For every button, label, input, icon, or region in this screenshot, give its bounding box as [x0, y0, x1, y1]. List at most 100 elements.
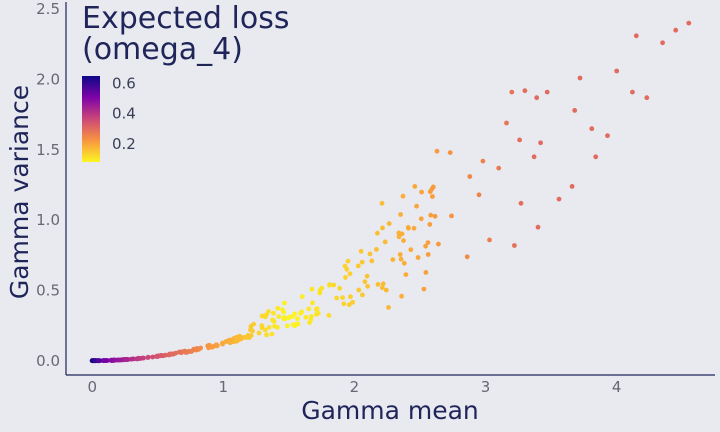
scatter-point: [270, 317, 275, 323]
scatter-point: [434, 148, 440, 154]
scatter-point: [630, 89, 635, 95]
scatter-point: [425, 240, 431, 246]
scatter-point: [176, 349, 182, 355]
scatter-point: [535, 224, 541, 230]
scatter-point: [347, 271, 353, 277]
scatter-point: [427, 222, 433, 227]
scatter-point: [348, 294, 353, 300]
scatter-point: [190, 348, 195, 354]
legend-tick-label: 0.2: [112, 135, 136, 153]
scatter-point: [386, 305, 391, 310]
scatter-point: [449, 213, 454, 219]
scatter-point: [282, 300, 287, 306]
scatter-point: [660, 40, 665, 46]
scatter-point: [128, 356, 134, 362]
scatter-point: [467, 174, 473, 179]
x-tick-label: 4: [612, 378, 622, 396]
scatter-point: [306, 306, 312, 312]
scatter-point: [419, 189, 424, 195]
scatter-point: [593, 154, 599, 160]
scatter-point: [418, 216, 424, 222]
y-tick-label: 0.0: [36, 352, 60, 370]
scatter-point: [412, 184, 418, 189]
x-tick-label: 0: [87, 378, 97, 396]
scatter-point: [518, 200, 524, 206]
scatter-point: [96, 358, 101, 364]
scatter-point: [358, 248, 364, 254]
color-legend-bar: [82, 76, 100, 162]
scatter-point: [299, 309, 305, 315]
color-legend: 0.6 0.4 0.2: [82, 75, 136, 162]
scatter-point: [430, 194, 435, 199]
scatter-point: [367, 251, 373, 257]
scatter-point: [432, 213, 438, 219]
scatter-point: [228, 338, 234, 343]
scatter-point: [154, 354, 160, 359]
scatter-point: [356, 287, 362, 293]
scatter-point: [399, 231, 405, 237]
scatter-point: [408, 247, 414, 253]
scatter-point: [401, 238, 406, 244]
scatter-point: [396, 234, 402, 240]
scatter-point: [170, 351, 176, 357]
y-tick-label: 1.0: [36, 211, 60, 229]
scatter-point: [266, 325, 272, 330]
scatter-point: [512, 243, 517, 248]
scatter-point: [276, 314, 282, 319]
y-tick-label: 0.5: [36, 282, 60, 300]
scatter-point: [248, 327, 253, 333]
scatter-point: [399, 293, 404, 299]
scatter-point: [397, 252, 403, 257]
chart-title-line-2: (omega_4): [82, 32, 243, 67]
scatter-point: [390, 257, 396, 262]
scatter-point: [605, 133, 610, 139]
scatter-point: [398, 256, 404, 262]
scatter-point: [162, 352, 168, 358]
scatter-point: [314, 306, 320, 311]
scatter-point: [421, 286, 427, 292]
scatter-point: [342, 263, 348, 269]
scatter-point: [309, 286, 315, 292]
scatter-point: [308, 314, 314, 319]
y-tick-label: 2.0: [36, 70, 60, 88]
scatter-point: [355, 263, 361, 269]
scatter-point: [686, 20, 692, 26]
scatter-point: [556, 196, 562, 202]
scatter-point: [360, 292, 365, 298]
scatter-point: [183, 349, 189, 355]
scatter-point: [436, 241, 441, 247]
scatter-point: [209, 344, 214, 350]
scatter-point: [286, 315, 292, 321]
scatter-point: [337, 285, 343, 291]
scatter-point: [220, 341, 226, 347]
scatter-point: [102, 358, 108, 363]
scatter-point: [310, 300, 315, 306]
scatter-point: [400, 193, 406, 199]
scatter-point: [345, 258, 351, 264]
chart-title-line-1: Expected loss: [82, 1, 289, 36]
scatter-point: [292, 311, 298, 317]
scatter-point: [326, 313, 332, 318]
scatter-point: [380, 281, 386, 287]
scatter-point: [112, 357, 118, 363]
scatter-point: [123, 357, 129, 362]
scatter-point: [401, 260, 407, 266]
scatter-point: [415, 255, 421, 260]
scatter-point: [343, 275, 348, 280]
scatter-point: [280, 307, 285, 313]
scatter-point: [534, 95, 540, 101]
legend-tick-label: 0.6: [112, 75, 136, 93]
scatter-point: [411, 225, 417, 231]
scatter-point: [504, 120, 509, 126]
scatter-point: [272, 323, 277, 329]
scatter-point: [140, 355, 146, 361]
scatter-point: [271, 310, 276, 316]
scatter-point: [340, 295, 345, 300]
scatter-point: [374, 247, 379, 252]
y-axis-title: Gamma variance: [5, 85, 34, 299]
scatter-point: [577, 75, 583, 81]
scatter-point: [380, 225, 385, 231]
scatter-point: [375, 230, 380, 236]
x-axis-title: Gamma mean: [301, 396, 479, 425]
